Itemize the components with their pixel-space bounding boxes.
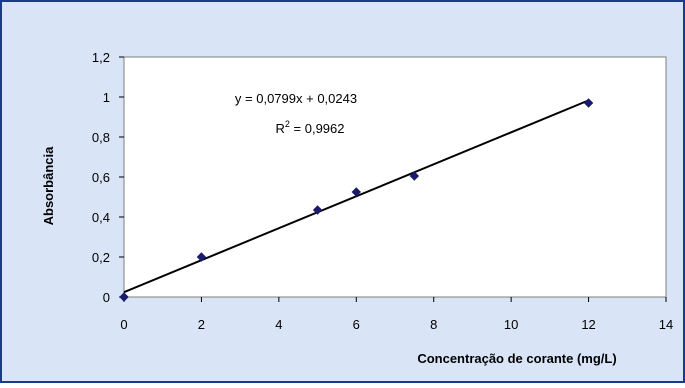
x-tick-label: 2 <box>198 317 205 332</box>
plot-area <box>123 56 667 298</box>
x-tick-label: 12 <box>581 317 595 332</box>
y-tick-label: 0,4 <box>92 210 110 225</box>
y-axis-label: Absorbância <box>41 146 56 226</box>
y-tick-label: 0 <box>103 290 110 305</box>
r-squared-value: = 0,9962 <box>290 121 345 136</box>
x-tick-label: 10 <box>504 317 518 332</box>
data-point <box>583 98 594 108</box>
y-tick-label: 0,6 <box>92 170 110 185</box>
annotation-layer: y = 0,0799x + 0,0243 R2 = 0,9962 <box>235 91 357 136</box>
x-tick-label: 0 <box>120 317 127 332</box>
axes-layer: 0 2 4 6 8 10 12 14 0 0,2 0,4 0,6 0,8 1 1,2 <box>92 50 673 332</box>
x-tick-label: 14 <box>659 317 673 332</box>
y-tick-label: 0,8 <box>92 130 110 145</box>
y-tick-label: 0,2 <box>92 250 110 265</box>
y-tick-label: 1,2 <box>92 50 110 65</box>
data-point <box>351 187 361 197</box>
x-tick-label: 8 <box>430 317 437 332</box>
y-tick-label: 1 <box>103 90 110 105</box>
x-tick-label: 4 <box>275 317 282 332</box>
trendline-equation: y = 0,0799x + 0,0243 <box>235 91 357 106</box>
r-squared-exponent: 2 <box>285 119 290 129</box>
r-squared-label: R2 = 0,9962 <box>276 119 345 136</box>
data-point <box>409 171 420 181</box>
x-axis-label: Concentração de corante (mg/L) <box>417 351 616 366</box>
r-squared-symbol: R <box>276 121 285 136</box>
points-layer <box>119 98 594 302</box>
data-point <box>196 252 207 262</box>
data-point <box>312 205 323 215</box>
x-tick-label: 6 <box>353 317 360 332</box>
data-point <box>119 292 129 302</box>
